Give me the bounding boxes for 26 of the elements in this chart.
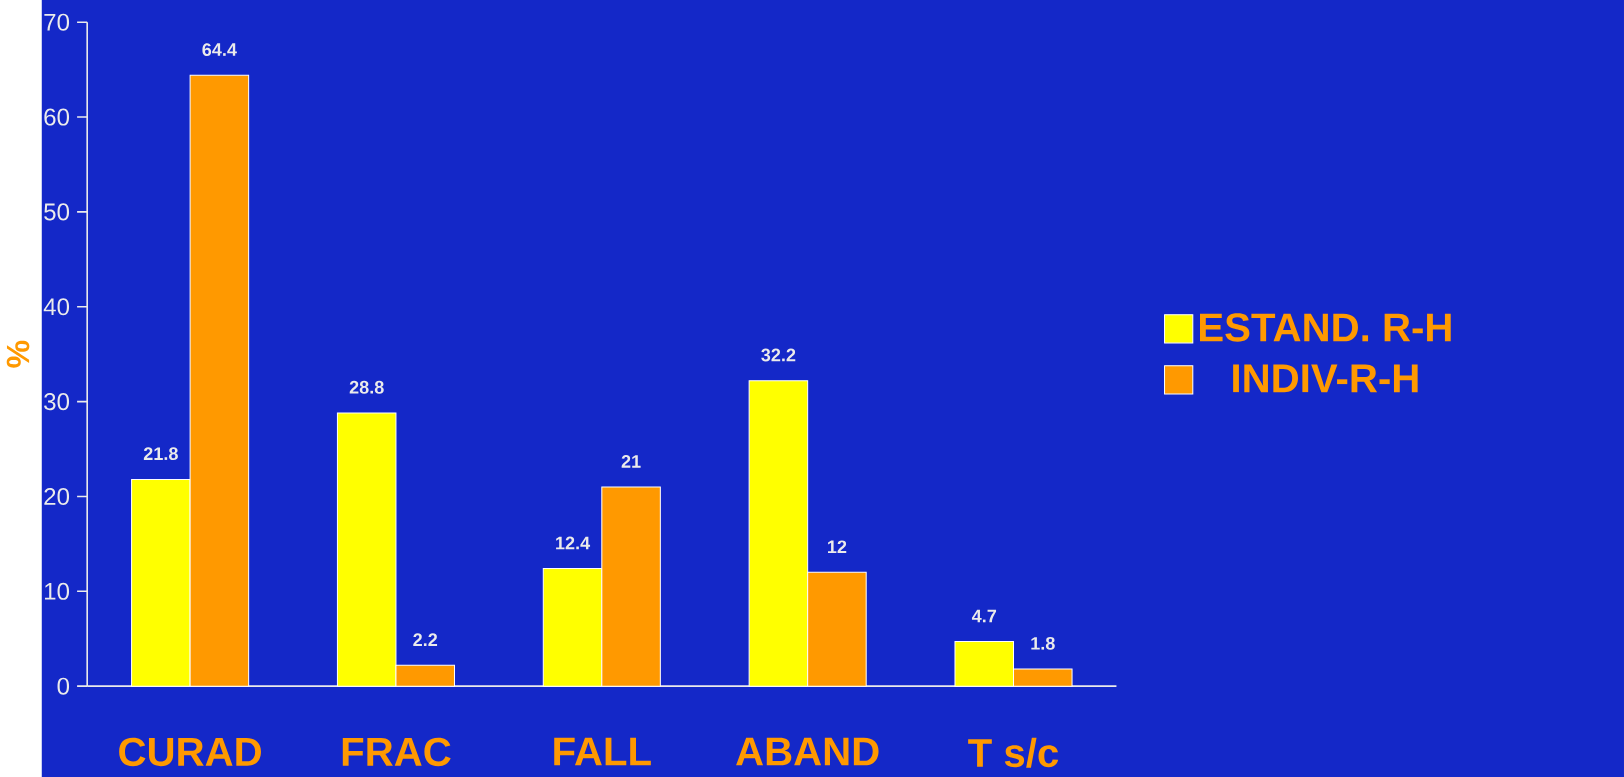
x-tick-label: FALL <box>554 737 651 766</box>
data-label: 28.8 <box>349 380 384 394</box>
x-tick-label: CURAD <box>119 737 261 767</box>
y-tick-label: 50 <box>44 203 70 221</box>
x-tick-label: T s/c <box>968 737 1059 768</box>
data-label: 32.2 <box>761 348 796 362</box>
data-label: 21.8 <box>143 447 178 461</box>
y-tick-label: 60 <box>44 108 70 126</box>
data-label: 12 <box>828 540 847 554</box>
legend-label: ESTAND. R-H <box>1200 313 1451 342</box>
data-label: 64.4 <box>202 43 237 57</box>
data-label: 4.7 <box>971 609 997 623</box>
y-tick-label: 10 <box>44 582 70 600</box>
x-tick-label: FRAC <box>342 737 451 767</box>
x-tick-label: ABAND <box>736 737 879 766</box>
y-tick-label: 20 <box>44 487 70 505</box>
data-label: 21 <box>621 455 641 468</box>
data-label: 1.8 <box>1031 636 1055 650</box>
y-tick-label: 40 <box>43 298 70 316</box>
y-axis-title: % <box>6 340 30 368</box>
data-label: 12.4 <box>556 536 591 550</box>
legend-label: INDIV-R-H <box>1233 364 1418 393</box>
data-label: 2.2 <box>413 633 438 646</box>
y-tick-label: 30 <box>44 393 70 411</box>
y-tick-label: 70 <box>44 13 70 31</box>
y-tick-label: 0 <box>57 677 70 695</box>
